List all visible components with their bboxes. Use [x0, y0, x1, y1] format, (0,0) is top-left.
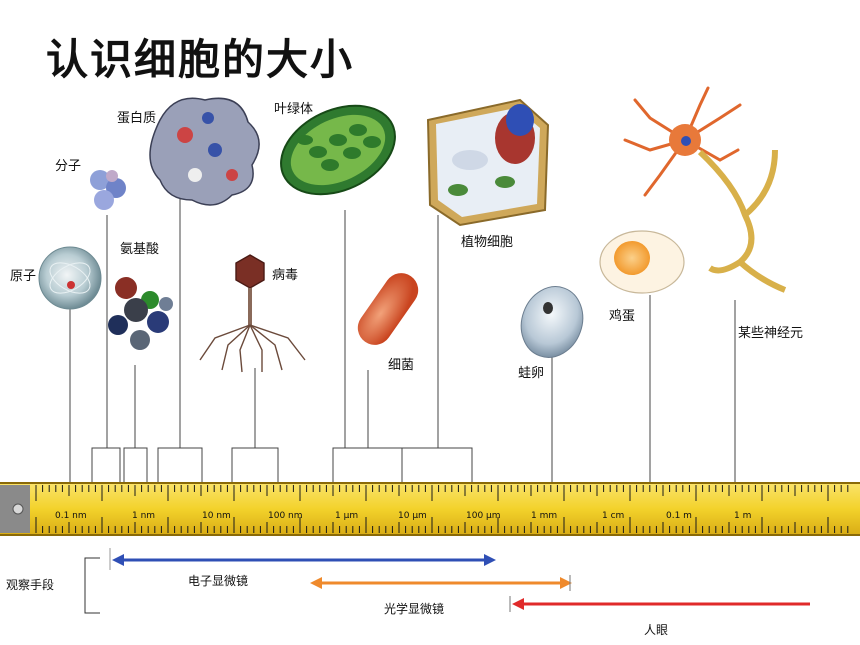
virus-icon	[199, 254, 306, 373]
light-microscope-label: 光学显微镜	[384, 602, 445, 616]
label-molecule: 分子	[55, 159, 82, 174]
label-virus: 病毒	[272, 268, 299, 283]
label-protein: 蛋白质	[117, 111, 157, 126]
electron-microscope-label: 电子显微镜	[188, 574, 249, 588]
egg-icon	[599, 230, 685, 294]
ruler-tick-label: 100 μm	[466, 511, 501, 521]
ruler-tick-label: 1 nm	[132, 511, 156, 521]
label-bacteria: 细菌	[388, 358, 415, 373]
chloroplast-icon	[280, 104, 396, 196]
ruler-tick-label: 0.1 nm	[55, 511, 87, 521]
plant-cell-icon	[426, 98, 550, 227]
label-neuron: 某些神经元	[738, 326, 804, 341]
bacteria-icon	[357, 273, 419, 345]
electron-microscope-arrow	[112, 554, 496, 566]
methods-label: 观察手段	[6, 578, 55, 592]
protein-icon	[149, 97, 260, 206]
leader-lines	[69, 195, 736, 485]
neuron-icon	[623, 86, 787, 293]
ruler-tick-label: 100 nm	[268, 511, 303, 521]
ruler-tick-label: 1 m	[734, 511, 752, 521]
frog-egg-icon	[520, 286, 584, 358]
ruler-tick-label: 1 cm	[602, 511, 625, 521]
ruler-tick-label: 10 μm	[398, 511, 427, 521]
atom-icon	[38, 246, 102, 310]
amino-acid-icon	[108, 277, 173, 350]
label-egg: 鸡蛋	[609, 309, 636, 324]
ruler-tick-label: 0.1 m	[666, 511, 692, 521]
light-microscope-arrow	[310, 575, 572, 591]
ruler-tick-label: 1 mm	[531, 511, 558, 521]
label-plant-cell: 植物细胞	[461, 235, 514, 250]
ruler-tick-label: 10 nm	[202, 511, 231, 521]
label-atom: 原子	[10, 269, 37, 284]
methods-bracket	[84, 548, 111, 614]
molecule-icon	[90, 170, 126, 210]
label-amino-acid: 氨基酸	[120, 242, 160, 257]
label-chloroplast: 叶绿体	[274, 102, 314, 117]
human-eye-arrow	[509, 596, 810, 612]
human-eye-label: 人眼	[644, 623, 669, 637]
label-frog-egg: 蛙卵	[518, 366, 545, 381]
page-title: 认识细胞的大小	[46, 35, 355, 84]
ruler-tick-label: 1 μm	[335, 511, 359, 521]
ruler	[0, 482, 860, 536]
